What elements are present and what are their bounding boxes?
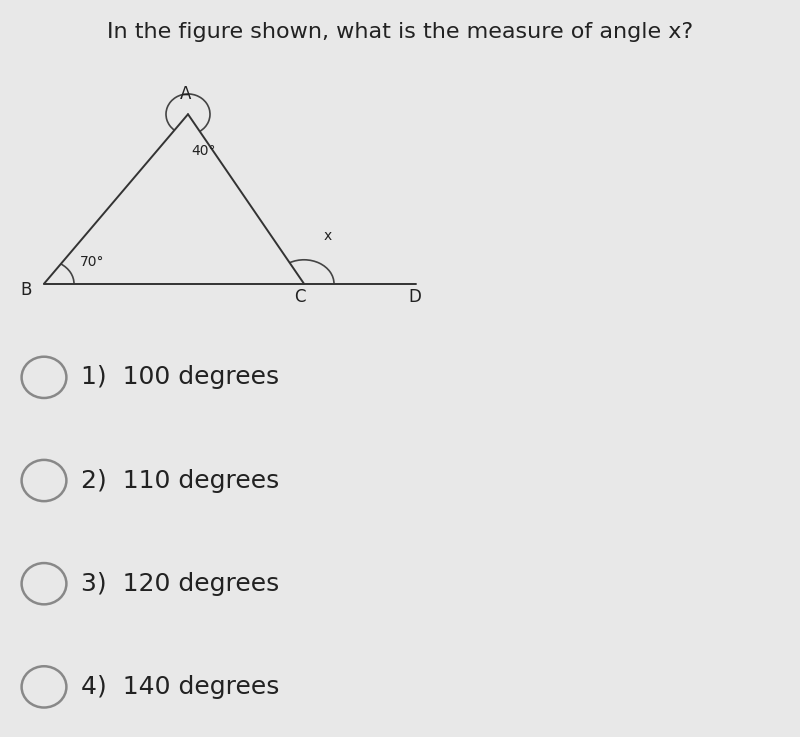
Text: D: D <box>408 288 421 306</box>
Text: 2)  110 degrees: 2) 110 degrees <box>81 469 279 492</box>
Text: In the figure shown, what is the measure of angle x?: In the figure shown, what is the measure… <box>107 22 693 42</box>
Text: 40°: 40° <box>192 144 216 158</box>
Text: 70°: 70° <box>80 255 104 268</box>
Text: A: A <box>180 85 191 103</box>
Text: x: x <box>324 229 332 242</box>
Text: 3)  120 degrees: 3) 120 degrees <box>81 572 279 595</box>
Text: C: C <box>294 288 306 306</box>
Text: 1)  100 degrees: 1) 100 degrees <box>81 366 279 389</box>
Text: B: B <box>20 281 31 298</box>
Text: 4)  140 degrees: 4) 140 degrees <box>81 675 279 699</box>
